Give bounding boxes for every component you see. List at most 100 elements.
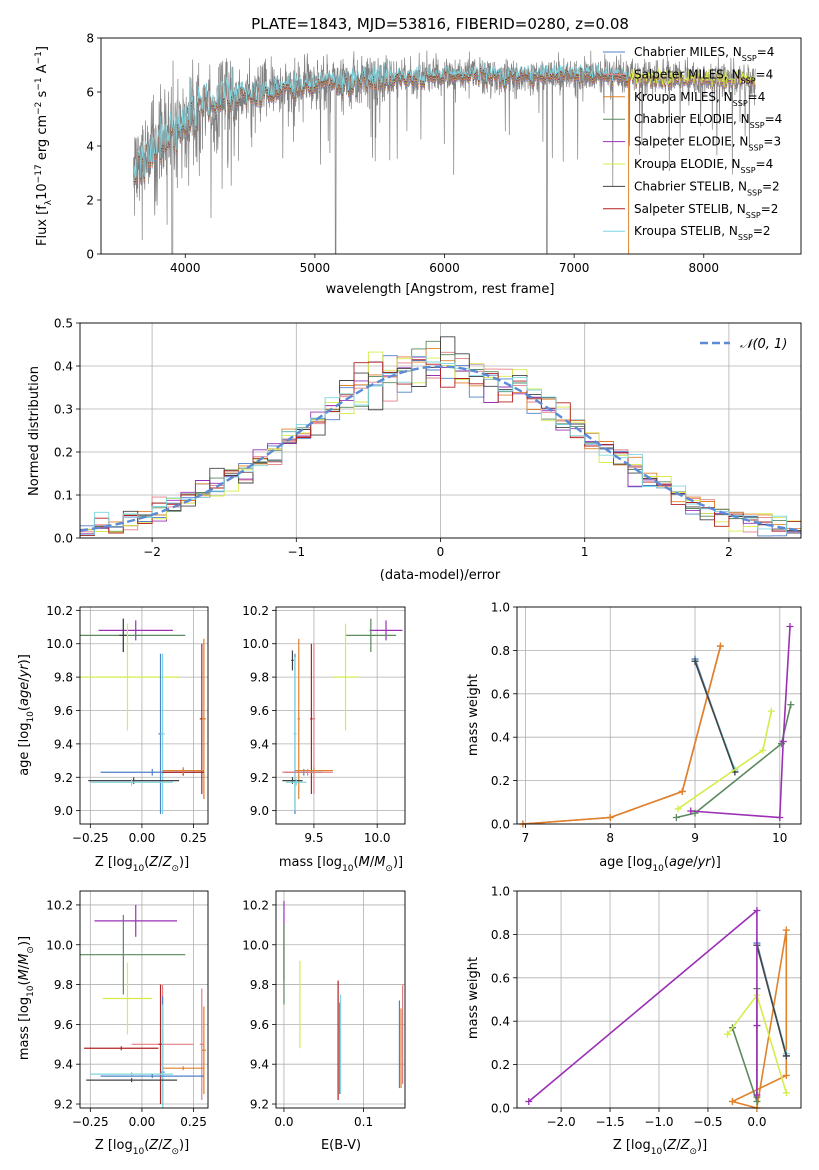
legend-nssp: =4: [748, 90, 766, 104]
legend-name: Chabrier STELIB, N: [634, 179, 747, 193]
massZ-ytick-label: 9.4: [54, 1058, 73, 1072]
ageM-ytick-label: 9.4: [250, 737, 269, 751]
age-vs-metallicity-panel: −0.25 0.00 0.25 9.0 9.2 9.4 9.6 9.8 10.0 10.2 age…: [17, 604, 209, 874]
massZ-frame: [79, 890, 209, 1109]
mwAge-ytick-label: 0.4: [491, 731, 510, 745]
legend-label: Salpeter ELODIE, NSSP=3: [634, 135, 781, 153]
massweight-line: [528, 908, 758, 1103]
age-vs-metallicity-ylabel: age [log10(age/yr)]: [17, 654, 36, 776]
mwZ-xtick-label: 0.0: [747, 1115, 766, 1129]
massweight-line: [522, 645, 722, 825]
massweight-vs-metallicity-panel: −2.0 −1.5 −1.0 −0.5 0.0 0.0 0.2 0.4 0.6 0.8 1.0 ma…: [466, 885, 802, 1157]
error-bar-point: [119, 618, 128, 653]
spectrum-ytick-label: 2: [86, 194, 94, 208]
legend-ssp-sub: SSP: [742, 54, 757, 63]
flux-label-sup1: −17: [34, 164, 44, 183]
mwZ-ytick-label: 1.0: [491, 885, 510, 899]
mwZ-xtick-label: −1.5: [595, 1115, 624, 1129]
residual-ytick-label: 0.4: [54, 360, 73, 374]
mwZ-ytick-label: 0.2: [491, 1058, 510, 1072]
legend-name: Chabrier MILES, N: [634, 45, 742, 59]
residual-ytick-label: 0.0: [54, 532, 73, 546]
massweight-line: [731, 988, 758, 1102]
massweight-line: [690, 626, 791, 819]
massE-frame: [275, 890, 406, 1109]
legend-name: Salpeter ELODIE, N: [634, 135, 748, 149]
age-vs-metallicity-plot-area: −0.25 0.00 0.25 9.0 9.2 9.4 9.6 9.8 10.0 10.2: [46, 604, 209, 845]
mass-vs-metallicity-xlabel: Z [log10(Z/Z⊙)]: [95, 1138, 189, 1157]
legend-label: Kroupa MILES, NSSP=4: [634, 90, 765, 108]
massweight-marker: [691, 657, 699, 665]
legend-nssp: =4: [765, 112, 783, 126]
mwAge-ytick-label: 1.0: [491, 601, 510, 615]
legend-name: Chabrier ELODIE, N: [634, 112, 750, 126]
error-bar-point: [201, 638, 206, 799]
ageZ-xtick-label: 0.00: [129, 831, 156, 845]
spectrum-frame: [100, 37, 802, 255]
massweight-marker: [782, 926, 790, 934]
error-bar-point: [294, 767, 333, 774]
gaussian-legend-label: 𝒩(0, 1): [740, 337, 787, 352]
residual-xtick-label: −1: [287, 545, 305, 559]
legend-nssp: =3: [763, 135, 781, 149]
massweight-marker: [786, 623, 794, 631]
massweight-vs-metallicity-plot-area: −2.0 −1.5 −1.0 −0.5 0.0 0.0 0.2 0.4 0.6 0.8 1.0: [491, 885, 802, 1129]
massweight-marker: [782, 1089, 790, 1097]
massweight-marker: [753, 1091, 761, 1099]
error-bar-point: [345, 618, 397, 653]
legend-ssp-sub: SSP: [741, 166, 756, 175]
residual-frame: [79, 322, 802, 539]
ageZ-ytick-label: 9.4: [54, 737, 73, 751]
massZ-ytick-label: 9.6: [54, 1018, 73, 1032]
massweight-marker: [724, 1030, 732, 1038]
mwAge-ytick-label: 0.6: [491, 687, 510, 701]
massweight-marker: [753, 1022, 761, 1030]
legend-nssp: =4: [756, 67, 774, 81]
massweight-vs-age-panel: 7 8 9 10 0.0 0.2 0.4 0.6 0.8 1.0 mass weight age …: [466, 601, 802, 874]
error-bar-point: [286, 778, 307, 786]
spectrum-title: PLATE=1843, MJD=53816, FIBERID=0280, z=0…: [251, 15, 629, 33]
massweight-vs-age-ylabel: mass weight: [466, 674, 481, 756]
massweight-vs-metallicity-xlabel: Z [log10(Z/Z⊙)]: [613, 1138, 707, 1157]
massweight-marker: [776, 813, 784, 821]
massE-ytick-label: 10.0: [242, 938, 269, 952]
error-bar-point: [282, 777, 303, 784]
legend-nssp: =2: [753, 224, 771, 238]
mwAge-xtick-label: 8: [606, 831, 614, 845]
error-bar-point: [86, 1078, 178, 1083]
error-bar-point: [332, 623, 359, 731]
mwZ-ytick-label: 0.0: [491, 1102, 510, 1116]
massweight-line: [756, 945, 788, 1057]
spectrum-xtick-label: 8000: [689, 261, 720, 275]
massweight-marker: [525, 1097, 533, 1105]
legend-ssp-sub: SSP: [748, 143, 763, 152]
massweight-marker: [606, 813, 614, 821]
mass-vs-extinction-panel: 0.0 0.1 9.2 9.4 9.6 9.8 10.0 10.2 E(B-V): [242, 890, 406, 1153]
error-bar-point: [158, 984, 163, 1105]
mass-vs-metallicity-ylabel: mass [log10(M/M⊙)]: [17, 936, 36, 1060]
ageM-ytick-label: 9.6: [250, 704, 269, 718]
legend-name: Salpeter STELIB, N: [634, 202, 746, 216]
spectrum-ytick-label: 6: [86, 86, 94, 100]
legend-label: Kroupa STELIB, NSSP=2: [634, 224, 771, 242]
ageM-ytick-label: 9.2: [250, 771, 269, 785]
spectrum-xtick-label: 6000: [429, 261, 460, 275]
ageZ-ytick-label: 10.0: [46, 637, 73, 651]
mwZ-ytick-label: 0.6: [491, 971, 510, 985]
legend-ssp-sub: SSP: [747, 188, 762, 197]
error-bar-point: [160, 653, 165, 814]
legend-label: Chabrier STELIB, NSSP=2: [634, 179, 780, 197]
gaussian-curve: [79, 365, 802, 532]
flux-label-sup2: −2: [34, 102, 44, 115]
error-bar-point: [297, 638, 301, 799]
spectrum-ytick-label: 8: [86, 32, 94, 46]
legend-nssp: =2: [761, 202, 779, 216]
spectrum-panel: PLATE=1843, MJD=53816, FIBERID=0280, z=0…: [34, 15, 802, 297]
mwAge-frame: [516, 606, 802, 825]
massE-ytick-label: 10.2: [242, 898, 269, 912]
massE-ytick-label: 9.8: [250, 978, 269, 992]
legend-name: Kroupa ELODIE, N: [634, 157, 741, 171]
residual-xtick-label: 0: [437, 545, 445, 559]
